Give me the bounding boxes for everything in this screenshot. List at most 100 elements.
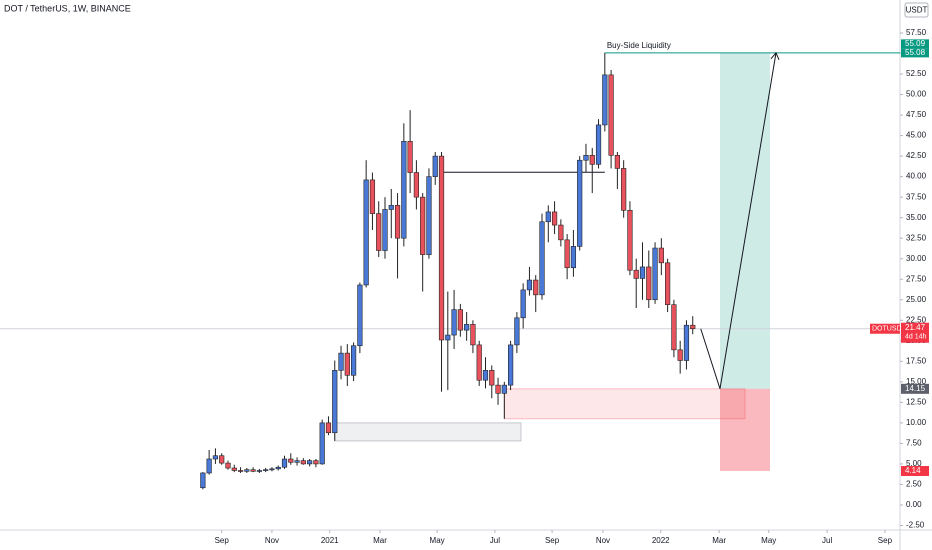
candle-body — [545, 211, 551, 223]
candle-body — [420, 196, 426, 255]
candle-body — [344, 352, 350, 376]
chart-title: DOT / TetherUS, 1W, BINANCE — [4, 3, 131, 13]
candle-body — [307, 460, 313, 465]
candle-body — [332, 370, 338, 434]
y-tick-label: 0.00 — [906, 500, 922, 509]
target-zone — [720, 52, 770, 389]
candle-body — [338, 352, 344, 371]
candle-body — [219, 455, 225, 464]
candle-body — [237, 470, 244, 472]
currency-box[interactable] — [904, 2, 929, 18]
x-tick-label: 2021 — [321, 536, 339, 545]
candle-body — [231, 467, 237, 471]
x-tick-label: Nov — [596, 536, 610, 545]
symbol-label-box — [870, 323, 900, 334]
demand-zone — [503, 388, 746, 420]
currency[interactable]: USDT — [906, 6, 928, 15]
stop-zone — [720, 388, 770, 471]
candle-body — [526, 279, 533, 291]
candle-body — [514, 317, 520, 346]
candle-body — [432, 155, 438, 177]
candle-body — [457, 309, 463, 331]
countdown: 4d 14h — [905, 334, 927, 341]
price-label: 4.14 — [905, 466, 921, 475]
candle-body — [212, 455, 219, 460]
candle-body — [501, 384, 507, 394]
candle-body — [533, 279, 539, 296]
annotation: Buy-Side Liquidity — [607, 41, 671, 50]
candle-body — [407, 141, 413, 173]
x-tick-label: 2022 — [652, 536, 670, 545]
x-tick-label: May — [430, 536, 445, 545]
candle-body — [508, 344, 514, 386]
candle-body — [633, 269, 639, 279]
price-label: 55.08 — [905, 48, 926, 57]
candle-body — [646, 266, 652, 301]
candle-body — [244, 469, 250, 472]
candle-body — [639, 266, 646, 279]
y-tick-label: 45.00 — [906, 131, 927, 140]
projection-arrow — [770, 51, 780, 61]
candle-body — [388, 205, 394, 210]
candle-body — [551, 211, 558, 226]
x-tick-label: Jul — [490, 536, 500, 545]
y-tick-label: 22.50 — [906, 315, 927, 324]
candle-body — [325, 422, 332, 434]
last-price-box — [901, 322, 929, 343]
y-tick-label: 5.00 — [906, 459, 922, 468]
y-tick-label: 50.00 — [906, 90, 927, 99]
candle-body — [470, 324, 476, 346]
candle-body — [294, 460, 300, 463]
y-tick-label: 40.00 — [906, 172, 927, 181]
y-tick-label: 15.00 — [906, 377, 927, 386]
y-tick-label: 27.50 — [906, 274, 927, 283]
candle-body — [589, 154, 595, 165]
candle-body — [570, 246, 577, 269]
y-tick-label: 35.00 — [906, 213, 927, 222]
candle-body — [200, 472, 206, 489]
candle-body — [476, 344, 482, 381]
symbol-label: DOTUSDT — [872, 326, 907, 333]
y-tick-label: 57.50 — [906, 28, 927, 37]
candle-body — [438, 155, 445, 341]
candle-body — [627, 209, 633, 271]
candle-body — [690, 324, 696, 330]
candle-body — [539, 221, 545, 296]
candle-body — [401, 141, 407, 239]
candle-body — [263, 469, 269, 471]
price-label: 14.15 — [905, 384, 926, 393]
x-tick-label: Jul — [822, 536, 832, 545]
candle-body — [382, 209, 388, 251]
candle-body — [363, 179, 369, 286]
candle-body — [482, 370, 489, 381]
candle-body — [256, 470, 262, 472]
x-tick-label: Nov — [265, 536, 279, 545]
candle-body — [206, 458, 212, 474]
candle-body — [564, 239, 570, 269]
projection-path — [700, 52, 777, 389]
y-tick-label: 47.50 — [906, 110, 927, 119]
candle-body — [495, 384, 501, 394]
price-label-box — [901, 48, 929, 58]
y-tick-label: 2.50 — [906, 480, 922, 489]
y-tick-label: 37.50 — [906, 192, 927, 201]
candle-body — [464, 324, 470, 331]
candle-body — [677, 349, 683, 361]
candle-body — [225, 462, 231, 469]
candle-body — [250, 469, 256, 472]
x-tick-label: Sep — [215, 536, 230, 545]
x-tick-label: Mar — [712, 536, 726, 545]
last-price: 21.47 — [905, 323, 926, 332]
y-tick-label: -2.50 — [906, 521, 925, 530]
candle-body — [275, 466, 281, 470]
x-tick-label: Mar — [373, 536, 387, 545]
candle-body — [621, 168, 627, 211]
price-label: 55.09 — [905, 39, 926, 48]
candle-body — [683, 324, 690, 361]
price-label-box — [901, 465, 929, 476]
candle-body — [652, 247, 658, 301]
y-tick-label: 7.50 — [906, 439, 922, 448]
candle-body — [614, 154, 620, 169]
